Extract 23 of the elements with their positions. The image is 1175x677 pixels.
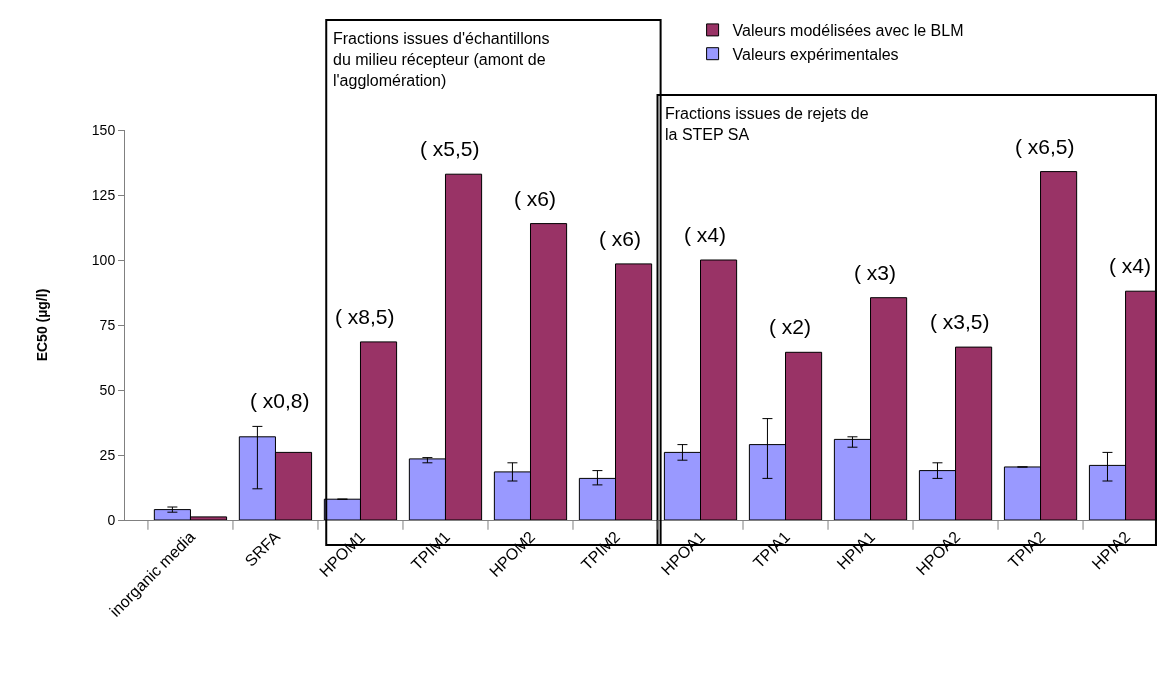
legend-label: Valeurs modélisées avec le BLM: [732, 22, 964, 40]
text: Fractions issues d'échantillons du milieu récepteur (amont de l'agglomération): [333, 30, 550, 89]
y-tick-label: 25: [99, 446, 116, 463]
y-tick-label: 100: [91, 251, 116, 268]
y-tick-label: 75: [99, 316, 116, 333]
annotation: ( x6,5): [1015, 135, 1075, 158]
annotation: ( x2): [769, 315, 811, 338]
annotation: ( x3): [854, 261, 896, 284]
y-axis-title: EC50 (µg/l): [34, 288, 51, 362]
annotation: ( x0,8): [250, 389, 310, 412]
annotation: ( x3,5): [930, 310, 990, 333]
annotation: Fractions issues de rejets de la STEP SA: [665, 105, 869, 143]
y-tick-label: 125: [91, 186, 116, 203]
annotation: ( x8,5): [335, 305, 395, 328]
legend-label: Valeurs expérimentales: [732, 45, 899, 63]
annotation: ( x4): [684, 223, 726, 246]
y-tick-label: 50: [99, 381, 116, 398]
annotation: ( x6): [599, 227, 641, 250]
annotation: ( x5,5): [420, 137, 480, 160]
y-tick-label: 150: [91, 121, 116, 138]
annotation: ( x4): [1109, 254, 1151, 277]
y-tick-label: 0: [107, 511, 116, 528]
annotation: ( x6): [514, 187, 556, 210]
